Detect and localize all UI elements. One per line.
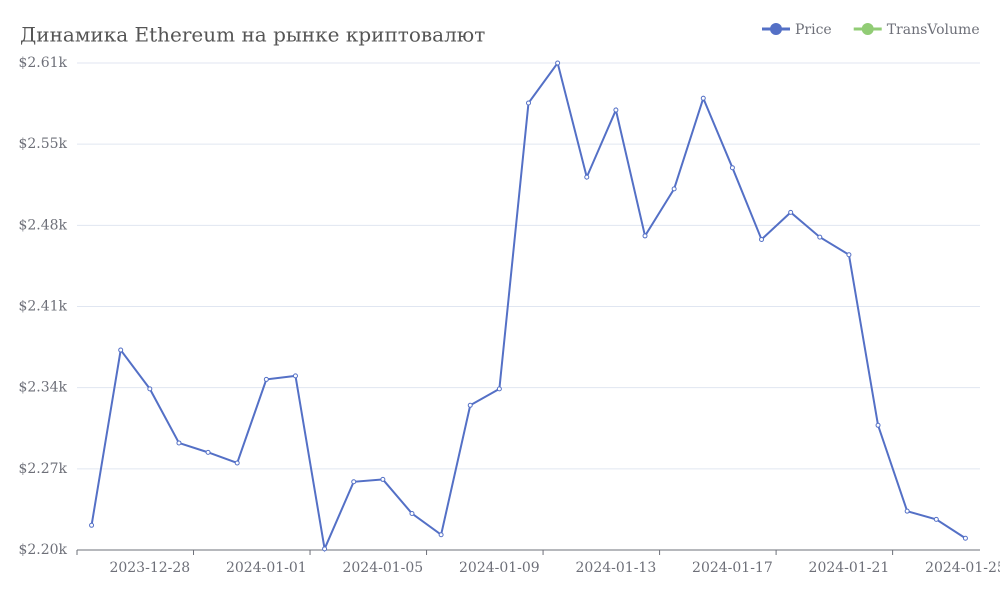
y-tick-label: $2.55k [18,136,67,152]
x-tick-label: 2024-01-25 [925,560,1000,576]
y-tick-label: $2.34k [18,380,67,396]
x-tick-label: 2024-01-13 [576,560,657,576]
y-tick-label: $2.41k [18,299,67,315]
point [176,440,182,446]
point [292,373,298,379]
point [205,449,211,455]
point [89,522,95,528]
point [555,60,561,66]
point [846,252,852,258]
point [817,234,823,240]
point [904,508,910,514]
point [613,107,619,113]
point [467,402,473,408]
legend-label: Price [795,22,832,38]
legend-swatch [861,23,874,35]
point [438,532,444,538]
chart-title: Динамика Ethereum на рынке криптовалют [20,23,485,47]
point [700,95,706,101]
x-tick-label: 2024-01-17 [692,560,773,576]
point [788,209,794,215]
point [933,516,939,522]
point [962,535,968,541]
legend-swatch [770,23,782,35]
point [496,386,502,392]
point [875,422,881,428]
point [729,165,735,171]
point [351,479,357,485]
line [90,60,966,553]
x-tick-label: 2024-01-05 [342,560,423,576]
point [380,476,386,482]
point [322,546,328,552]
point [671,186,677,192]
point [263,376,269,382]
legend-label: TransVolume [887,22,980,38]
point [147,386,153,392]
point [409,511,415,517]
y-tick-label: $2.27k [18,461,67,477]
point [759,236,765,242]
y-tick-label: $2.48k [18,217,67,233]
y-tick-label: $2.20k [18,542,67,558]
point [526,100,531,106]
x-tick-label: 2024-01-09 [459,560,540,576]
point [584,174,590,180]
x-tick-label: 2024-01-21 [809,560,890,576]
y-tick-label: $2.61k [18,55,67,71]
x-tick-label: 2023-12-28 [109,560,190,576]
point [118,347,124,353]
x-tick-label: 2024-01-01 [226,560,307,576]
point [642,233,648,239]
point [234,460,240,466]
